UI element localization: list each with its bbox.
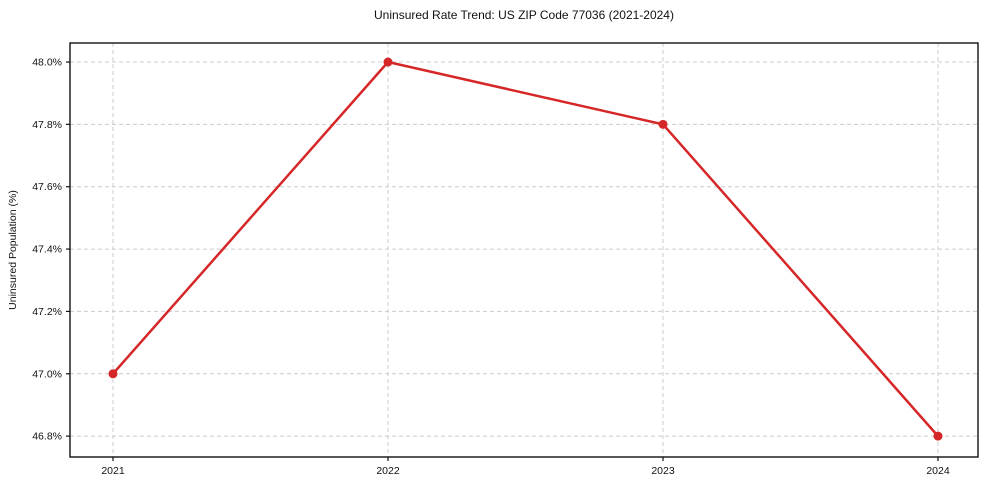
x-tick-label: 2022 bbox=[376, 465, 400, 477]
y-tick-label: 47.8% bbox=[32, 119, 62, 131]
data-point bbox=[108, 369, 118, 379]
y-tick-label: 47.2% bbox=[32, 306, 62, 318]
x-tick-label: 2023 bbox=[651, 465, 675, 477]
y-tick-label: 47.6% bbox=[32, 181, 62, 193]
plot-border bbox=[69, 42, 979, 458]
x-tick-label: 2024 bbox=[926, 465, 950, 477]
data-point bbox=[383, 57, 393, 67]
y-tick-label: 47.4% bbox=[32, 244, 62, 256]
y-axis-label: Uninsured Population (%) bbox=[7, 190, 19, 310]
y-tick-label: 46.8% bbox=[32, 431, 62, 443]
x-tick-label: 2021 bbox=[101, 465, 125, 477]
trend-line bbox=[111, 60, 940, 438]
data-point bbox=[933, 431, 943, 441]
chart-title: Uninsured Rate Trend: US ZIP Code 77036 … bbox=[374, 8, 674, 22]
y-tick-label: 48.0% bbox=[32, 57, 62, 69]
data-point bbox=[658, 119, 668, 129]
y-tick-label: 47.0% bbox=[32, 368, 62, 380]
